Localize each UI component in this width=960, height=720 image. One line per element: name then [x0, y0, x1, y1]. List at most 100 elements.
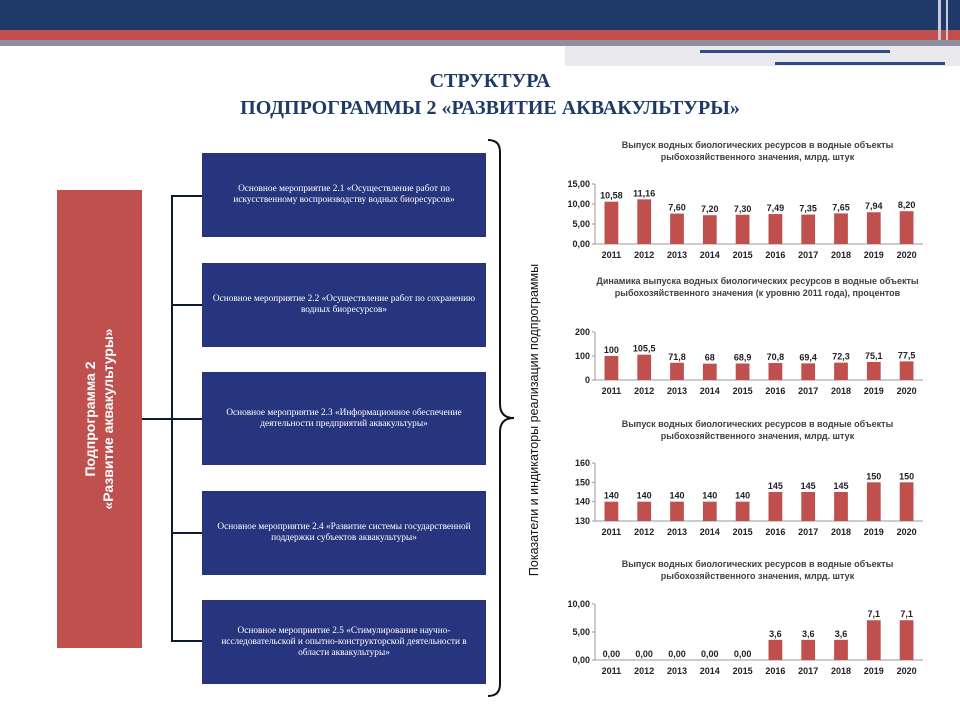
tree-connector-branch [171, 532, 202, 534]
data-label: 7,65 [832, 202, 850, 212]
chart-2: 0 100 200 100 2011 105,5 2012 71,8 2013 68 2014 68,… [575, 327, 923, 396]
x-tick-label: 2013 [667, 666, 687, 676]
bar [866, 361, 881, 380]
data-label: 7,94 [865, 201, 883, 211]
x-tick-label: 2018 [831, 386, 851, 396]
y-tick-label: 10,00 [567, 599, 590, 609]
bar [899, 361, 914, 380]
data-label: 145 [801, 481, 816, 491]
bar [768, 214, 783, 244]
x-tick-label: 2020 [897, 666, 917, 676]
y-tick-label: 150 [575, 477, 590, 487]
x-tick-label: 2019 [864, 250, 884, 260]
tree-connector-branch [171, 195, 202, 197]
data-label: 150 [866, 471, 881, 481]
x-tick-label: 2011 [602, 666, 622, 676]
x-tick-label: 2015 [733, 527, 753, 537]
data-label: 3,6 [802, 629, 815, 639]
bar [604, 501, 619, 521]
data-label: 0,00 [668, 649, 686, 659]
subprogram-label: Подпрограмма 2 «Развитие аквакультуры» [81, 209, 117, 629]
data-label: 11,16 [633, 188, 655, 198]
bar [866, 482, 881, 521]
data-label: 77,5 [898, 350, 916, 360]
bar [834, 213, 848, 244]
x-tick-label: 2013 [667, 527, 687, 537]
x-tick-label: 2019 [864, 527, 884, 537]
chart-2-title: Динамика выпуска водных биологических ре… [596, 276, 919, 298]
header-band-red [0, 30, 960, 40]
data-label: 68 [705, 353, 715, 363]
data-label: 140 [735, 491, 750, 501]
data-label: 140 [637, 491, 652, 501]
x-tick-label: 2012 [634, 666, 654, 676]
data-label: 0,00 [603, 649, 621, 659]
data-label: 8,20 [898, 200, 916, 210]
bar [637, 199, 652, 244]
data-label: 69,4 [799, 352, 817, 362]
x-tick-label: 2011 [602, 386, 622, 396]
bar [834, 492, 848, 521]
x-tick-label: 2019 [864, 386, 884, 396]
x-tick-label: 2020 [897, 250, 917, 260]
data-label: 140 [669, 491, 684, 501]
x-tick-label: 2012 [634, 527, 654, 537]
y-tick-label: 5,00 [572, 627, 590, 637]
y-tick-label: 100 [575, 351, 590, 361]
activity-box-2-5: Основное мероприятие 2.5 «Стимулирование… [202, 600, 486, 684]
x-tick-label: 2011 [602, 250, 622, 260]
data-label: 3,6 [835, 629, 848, 639]
x-tick-label: 2016 [765, 527, 785, 537]
data-label: 140 [702, 491, 717, 501]
x-tick-label: 2018 [831, 527, 851, 537]
x-tick-label: 2015 [733, 250, 753, 260]
data-label: 0,00 [701, 649, 719, 659]
x-tick-label: 2018 [831, 666, 851, 676]
x-tick-label: 2018 [831, 250, 851, 260]
bar [768, 363, 783, 380]
data-label: 150 [899, 471, 914, 481]
y-tick-label: 200 [575, 327, 590, 337]
y-tick-label: 10,00 [567, 199, 590, 209]
data-label: 10,58 [600, 191, 623, 201]
tree-connector-stem [142, 418, 172, 420]
activity-box-2-4: Основное мероприятие 2.4 «Развитие систе… [202, 491, 486, 575]
y-tick-label: 0,00 [572, 655, 590, 665]
data-label: 145 [768, 481, 783, 491]
x-tick-label: 2012 [634, 250, 654, 260]
subprogram-label-line2: «Развитие аквакультуры» [100, 328, 116, 510]
bar [702, 501, 717, 521]
bar [670, 213, 684, 244]
x-tick-label: 2015 [733, 666, 753, 676]
curly-brace [487, 139, 515, 697]
bar [637, 354, 652, 380]
x-tick-label: 2013 [667, 250, 687, 260]
bar [670, 501, 684, 521]
subprogram-label-line1: Подпрограмма 2 [82, 361, 98, 477]
bar [637, 501, 652, 521]
header-accent-line [700, 50, 890, 53]
data-label: 145 [833, 481, 848, 491]
chart-1-title: Выпуск водных биологических ресурсов в в… [621, 140, 894, 162]
bar [866, 620, 881, 660]
tree-connector-branch [171, 640, 202, 642]
data-label: 7,30 [734, 204, 752, 214]
data-label: 7,60 [668, 203, 686, 213]
bar [801, 639, 816, 660]
data-label: 68,9 [734, 352, 752, 362]
x-tick-label: 2014 [700, 250, 720, 260]
x-tick-label: 2020 [897, 386, 917, 396]
chart-3-title: Выпуск водных биологических ресурсов в в… [621, 419, 894, 441]
y-tick-label: 15,00 [567, 179, 590, 189]
page-title-line1: СТРУКТУРА [429, 70, 551, 92]
header-accent-stripe [938, 0, 941, 40]
x-tick-label: 2017 [798, 527, 818, 537]
tree-connector-branch [171, 418, 202, 420]
x-tick-label: 2014 [700, 386, 720, 396]
data-label: 7,20 [701, 204, 719, 214]
x-tick-label: 2015 [733, 386, 753, 396]
y-tick-label: 160 [575, 458, 590, 468]
x-tick-label: 2016 [765, 250, 785, 260]
x-tick-label: 2017 [798, 666, 818, 676]
data-label: 0,00 [734, 649, 752, 659]
